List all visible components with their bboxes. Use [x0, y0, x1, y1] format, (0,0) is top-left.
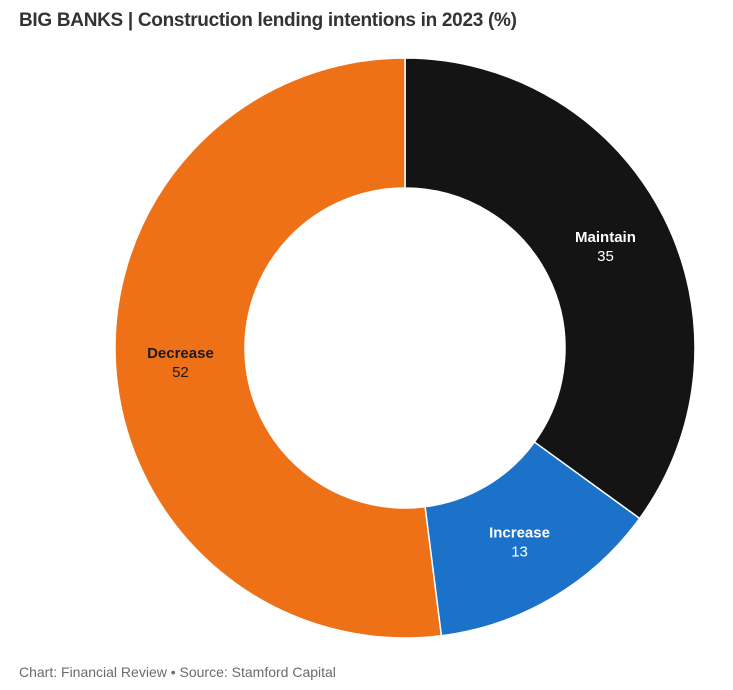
- chart-title: BIG BANKS | Construction lending intenti…: [19, 10, 517, 31]
- slice-label-increase: Increase 13: [489, 525, 550, 561]
- slice-decrease: [114, 57, 443, 639]
- slice-maintain: [404, 57, 696, 520]
- slice-label-maintain: Maintain 35: [575, 229, 636, 265]
- slice-label-decrease: Decrease 52: [147, 345, 214, 381]
- chart-credit: Chart: Financial Review • Source: Stamfo…: [19, 664, 336, 680]
